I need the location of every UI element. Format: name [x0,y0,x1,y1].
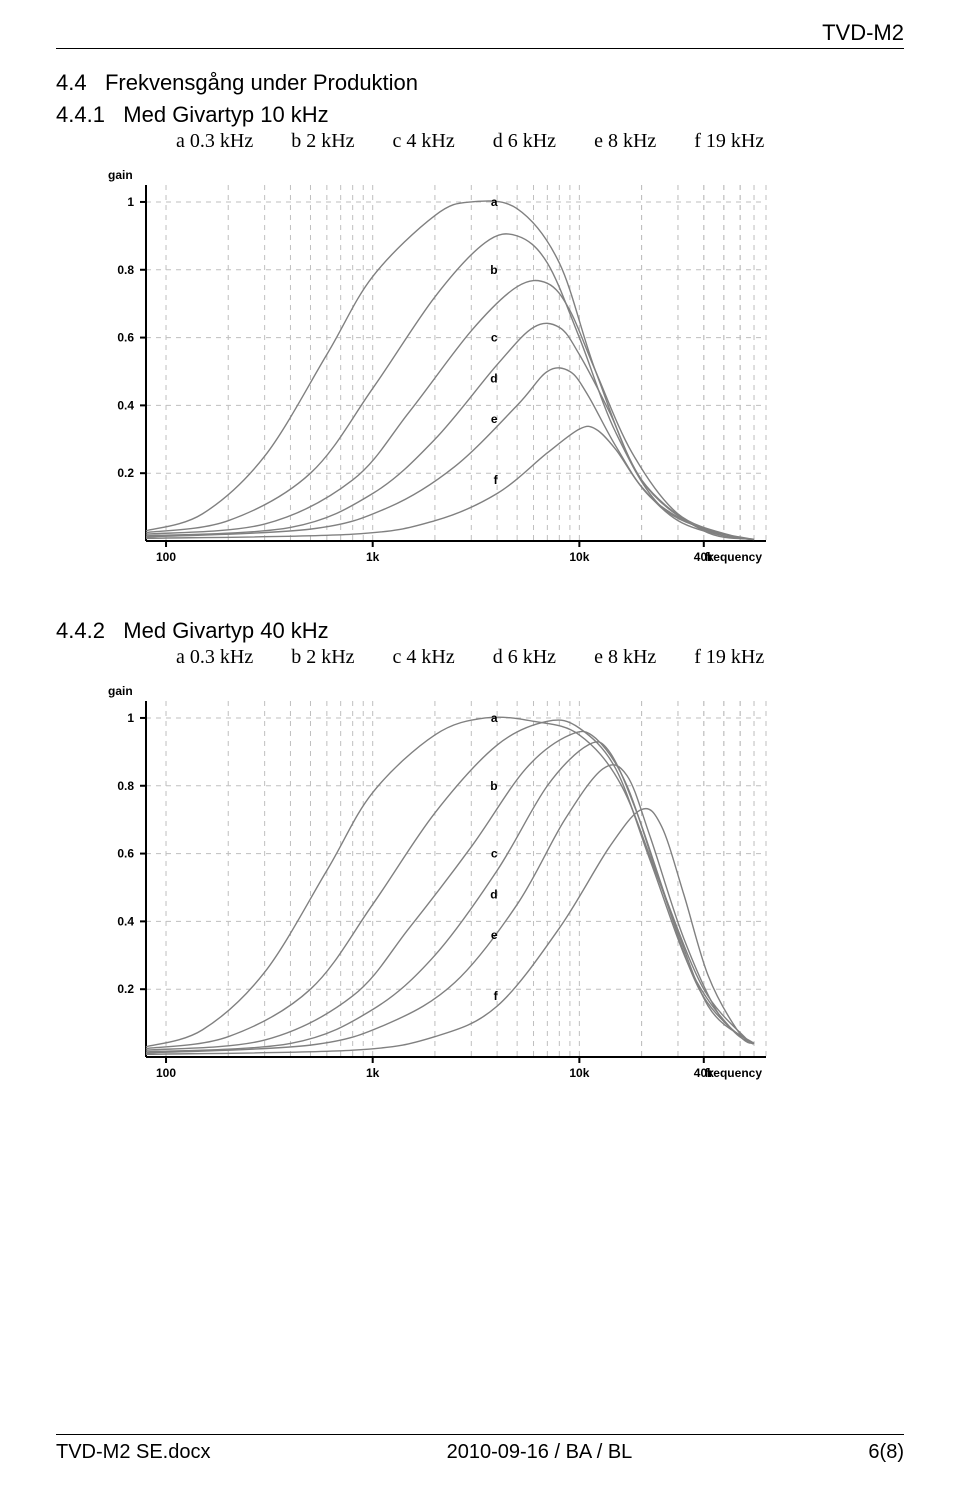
footer-right: 6(8) [868,1441,904,1464]
svg-text:0.2: 0.2 [117,466,134,480]
section-heading: 4.4 Frekvensgång under Produktion [56,70,904,96]
section-num: 4.4 [56,70,87,95]
subsection-2-heading: 4.4.2 Med Givartyp 40 kHz [56,618,904,644]
svg-text:d: d [490,887,497,901]
svg-text:1k: 1k [366,550,380,564]
svg-text:0.8: 0.8 [117,779,134,793]
svg-text:1k: 1k [366,1066,380,1080]
svg-text:100: 100 [156,550,176,564]
svg-text:10k: 10k [569,550,589,564]
footer-center: 2010-09-16 / BA / BL [447,1441,633,1464]
legend-e: e 8 kHz [594,130,656,153]
section-title-text: Frekvensgång under Produktion [105,70,418,95]
footer-row: TVD-M2 SE.docx 2010-09-16 / BA / BL 6(8) [56,1441,904,1464]
svg-text:a: a [491,195,498,209]
svg-text:0.4: 0.4 [117,914,134,928]
chart-1-wrap: 0.20.40.60.811001k10k40kgainfrequencyabc… [86,161,904,586]
svg-text:1: 1 [127,195,134,209]
svg-text:0.2: 0.2 [117,982,134,996]
chart-1: 0.20.40.60.811001k10k40kgainfrequencyabc… [86,161,786,581]
sub1-title: Med Givartyp 10 kHz [123,102,328,127]
svg-text:10k: 10k [569,1066,589,1080]
svg-text:e: e [491,928,498,942]
sub2-title: Med Givartyp 40 kHz [123,618,328,643]
svg-text:0.4: 0.4 [117,398,134,412]
svg-text:gain: gain [108,684,133,698]
subsection-1-heading: 4.4.1 Med Givartyp 10 kHz [56,102,904,128]
svg-text:0.6: 0.6 [117,331,134,345]
svg-text:e: e [491,412,498,426]
chart-2-wrap: 0.20.40.60.811001k10k40kgainfrequencyabc… [86,677,904,1102]
svg-text:0.6: 0.6 [117,847,134,861]
sub1-legend: a 0.3 kHz b 2 kHz c 4 kHz d 6 kHz e 8 kH… [176,130,904,153]
legend-a: a 0.3 kHz [176,646,253,669]
svg-text:gain: gain [108,168,133,182]
sub1-num: 4.4.1 [56,102,105,127]
svg-text:d: d [490,371,497,385]
legend-f: f 19 kHz [694,130,764,153]
page: TVD-M2 4.4 Frekvensgång under Produktion… [0,0,960,1494]
svg-text:b: b [490,263,497,277]
svg-text:frequency: frequency [705,1066,763,1080]
svg-text:c: c [491,331,498,345]
svg-text:c: c [491,847,498,861]
svg-text:1: 1 [127,711,134,725]
legend-c: c 4 kHz [393,130,455,153]
legend-d: d 6 kHz [493,130,556,153]
legend-d: d 6 kHz [493,646,556,669]
svg-text:b: b [490,779,497,793]
svg-text:frequency: frequency [705,550,763,564]
legend-e: e 8 kHz [594,646,656,669]
legend-c: c 4 kHz [393,646,455,669]
footer: TVD-M2 SE.docx 2010-09-16 / BA / BL 6(8) [56,1434,904,1464]
svg-text:100: 100 [156,1066,176,1080]
legend-a: a 0.3 kHz [176,130,253,153]
legend-f: f 19 kHz [694,646,764,669]
svg-text:a: a [491,711,498,725]
legend-b: b 2 kHz [291,646,354,669]
footer-left: TVD-M2 SE.docx [56,1441,210,1464]
svg-text:0.8: 0.8 [117,263,134,277]
chart-2: 0.20.40.60.811001k10k40kgainfrequencyabc… [86,677,786,1097]
doc-code: TVD-M2 [822,20,904,46]
sub2-num: 4.4.2 [56,618,105,643]
sub2-legend: a 0.3 kHz b 2 kHz c 4 kHz d 6 kHz e 8 kH… [176,646,904,669]
footer-rule [56,1434,904,1435]
legend-b: b 2 kHz [291,130,354,153]
header-rule [56,48,904,49]
